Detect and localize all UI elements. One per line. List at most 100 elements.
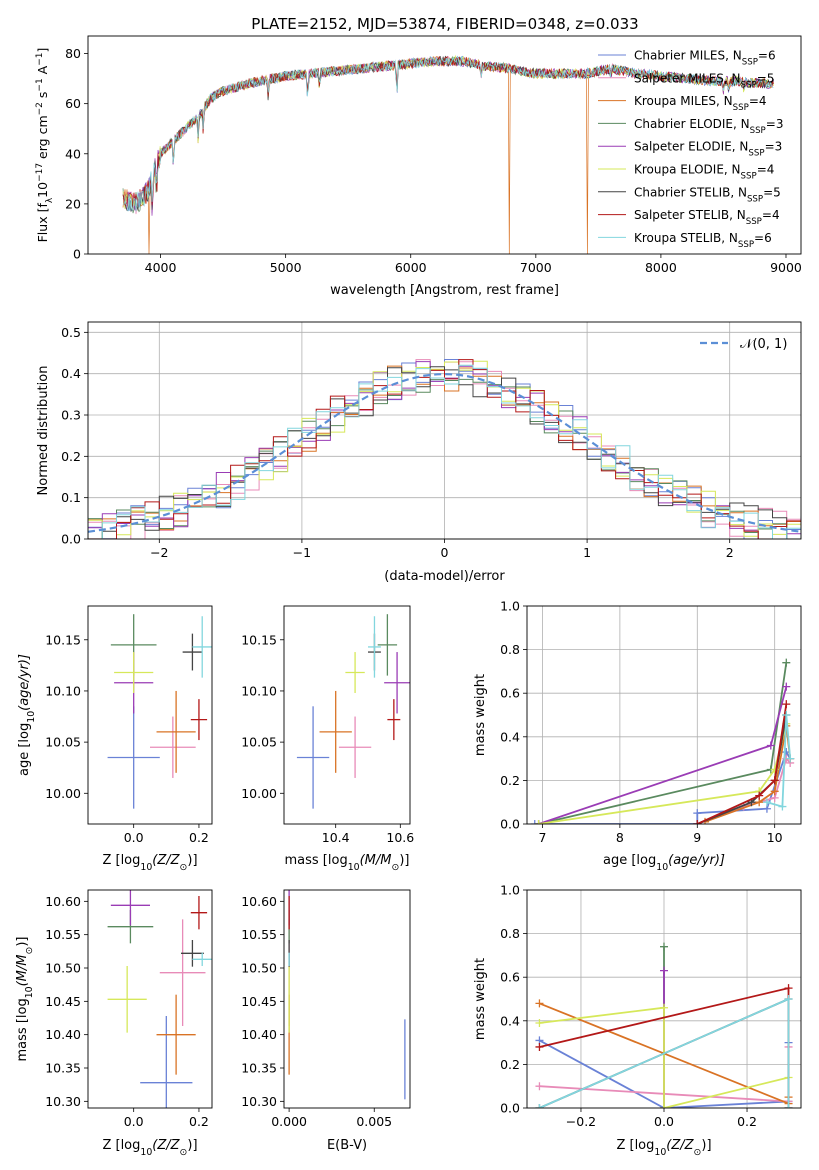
label-part: Z [log [616, 1138, 654, 1153]
weight-line-salp_stelib [696, 703, 788, 824]
label-part: 10 [35, 182, 50, 198]
label-part: Salpeter MILES, N [634, 71, 741, 85]
label-part: 10 [656, 862, 668, 873]
errorbar-salp_elodie [384, 652, 410, 714]
weight-marker [535, 999, 544, 1008]
y-tick-label: 0.0 [500, 1101, 520, 1116]
y-tick-label: 40 [65, 146, 81, 161]
label-part: =3 [765, 140, 783, 154]
axes-frame [87, 321, 802, 540]
x-tick-label: −0.2 [566, 1114, 596, 1129]
legend-label: Kroupa STELIB, NSSP=6 [634, 231, 772, 250]
label-part: SSP [747, 194, 763, 204]
plot-mass_vs_ebv: 0.000 0.005 10.30 10.35 10.40 10.45 10.50 10.55… [241, 889, 411, 1153]
y-axis-label: age [log10(age/yr)] [17, 654, 37, 776]
y-tick-label: 0.0 [500, 817, 520, 832]
legend-label: Chabrier STELIB, NSSP=5 [634, 185, 781, 204]
weight-marker [762, 798, 771, 807]
x-tick-label: 7000 [520, 260, 552, 275]
y-tick-label: 0.6 [500, 686, 520, 701]
x-axis-label: mass [log10(M/M⊙)] [285, 853, 410, 873]
label-part: −2 [35, 102, 45, 115]
y-tick-label: 10.45 [241, 994, 277, 1009]
spectrum-lines [122, 54, 774, 254]
y-tick-label: 10.50 [45, 961, 81, 976]
axes-frame [283, 605, 411, 825]
y-tick-label: 1.0 [500, 599, 520, 614]
label-part: 10 [24, 986, 35, 998]
axes-frame [526, 889, 802, 1109]
label-part: Z [log [102, 853, 140, 868]
y-tick-label: 10.60 [241, 894, 277, 909]
errorbar-salp_stelib [190, 896, 208, 930]
y-tick-label: 10.35 [45, 1061, 81, 1076]
y-tick-label: 80 [65, 46, 81, 61]
x-tick-label: −2 [150, 545, 168, 560]
weight-marker [660, 1104, 668, 1108]
x-tick-label: 0.005 [356, 1114, 392, 1129]
label-part: age [log [603, 853, 656, 868]
label-part: SSP [741, 80, 757, 90]
weight-marker [784, 1104, 793, 1108]
x-tick-label: 0.2 [189, 830, 209, 845]
label-part: SSP [741, 172, 757, 182]
errorbar-salp_stelib [387, 699, 401, 741]
errorbar-chab_miles [296, 706, 330, 809]
x-tick-label: 10 [767, 830, 783, 845]
x-tick-label: 8000 [645, 260, 677, 275]
axes-frame [283, 889, 411, 1109]
x-tick-label: 0.0 [124, 830, 144, 845]
y-tick-label: 10.15 [241, 632, 277, 647]
y-tick-label: 10.10 [241, 683, 277, 698]
x-axis-label: age [log10(age/yr)] [603, 853, 725, 873]
axes-frame [87, 35, 802, 255]
y-axis-label: Normed distribution [36, 366, 51, 496]
label-part: ⊙ [180, 862, 188, 873]
x-axis-label: Z [log10(Z/Z⊙)] [102, 1138, 197, 1158]
legend-label: Kroupa MILES, NSSP=4 [634, 94, 767, 113]
weight-marker [693, 820, 702, 824]
y-axis-label: Flux [fλ10−17 erg cm−2 s−1 A−1] [35, 48, 55, 243]
plot-spectrum: 4000 5000 6000 7000 8000 9000 0 20 40 60 80 wavelen… [35, 35, 802, 298]
plot-mass_vs_Z: 0.0 0.2 10.30 10.35 10.40 10.45 10.50 10.55 10.6… [15, 889, 213, 1158]
label-part: Z [log [102, 1138, 140, 1153]
x-axis-label: wavelength [Angstrom, rest frame] [330, 283, 559, 298]
y-tick-label: 0.5 [61, 325, 81, 340]
label-part: Kroupa ELODIE, N [634, 163, 741, 177]
errorbar-salp_miles [150, 716, 196, 778]
x-axis-label: Z [log10(Z/Z⊙)] [616, 1138, 711, 1158]
y-tick-label: 10.40 [241, 1027, 277, 1042]
label-part: =6 [758, 49, 776, 63]
weight-marker [782, 711, 791, 719]
label-part: 10 [140, 862, 152, 873]
label-part: (Z/Z [152, 1138, 180, 1153]
weight-marker [755, 791, 764, 800]
spectrum-salp_stelib [122, 55, 774, 209]
errorbars [288, 890, 406, 1100]
legend-label: 𝒩(0, 1) [740, 337, 787, 352]
y-tick-label: 0.2 [500, 773, 520, 788]
y-tick-label: 0.2 [61, 449, 81, 464]
y-tick-label: 10.55 [241, 927, 277, 942]
y-axis-label: mass weight [473, 958, 488, 1040]
weight-lines [535, 942, 793, 1108]
y-tick-label: 10.30 [45, 1094, 81, 1109]
y-tick-label: 20 [65, 196, 81, 211]
label-part: )] [701, 1138, 711, 1153]
weight-marker [770, 787, 779, 796]
plot-residuals: −2 −1 0 1 2 0.0 0.1 0.2 0.3 0.4 0.5 (data-model)/er… [36, 321, 802, 584]
x-axis-label: E(B-V) [327, 1138, 367, 1153]
plot-weight_vs_Z: −0.2 0.0 0.2 0.0 0.2 0.4 0.6 0.8 1.0 Z [log10(Z/Z… [473, 883, 802, 1158]
y-tick-label: 10.05 [45, 735, 81, 750]
x-tick-label: 0.0 [654, 1114, 674, 1129]
errorbar-krou_stelib [368, 616, 381, 678]
axes-frame [87, 605, 213, 825]
figure-title: PLATE=2152, MJD=53874, FIBERID=0348, z=0… [251, 15, 638, 33]
weight-marker [535, 1042, 544, 1051]
label-part: )] [187, 1138, 197, 1153]
label-part: Salpeter ELODIE, N [634, 140, 748, 154]
weight-line-krou_stelib [766, 714, 792, 808]
y-axis-label: mass weight [473, 674, 488, 756]
axes-frame [526, 605, 802, 825]
